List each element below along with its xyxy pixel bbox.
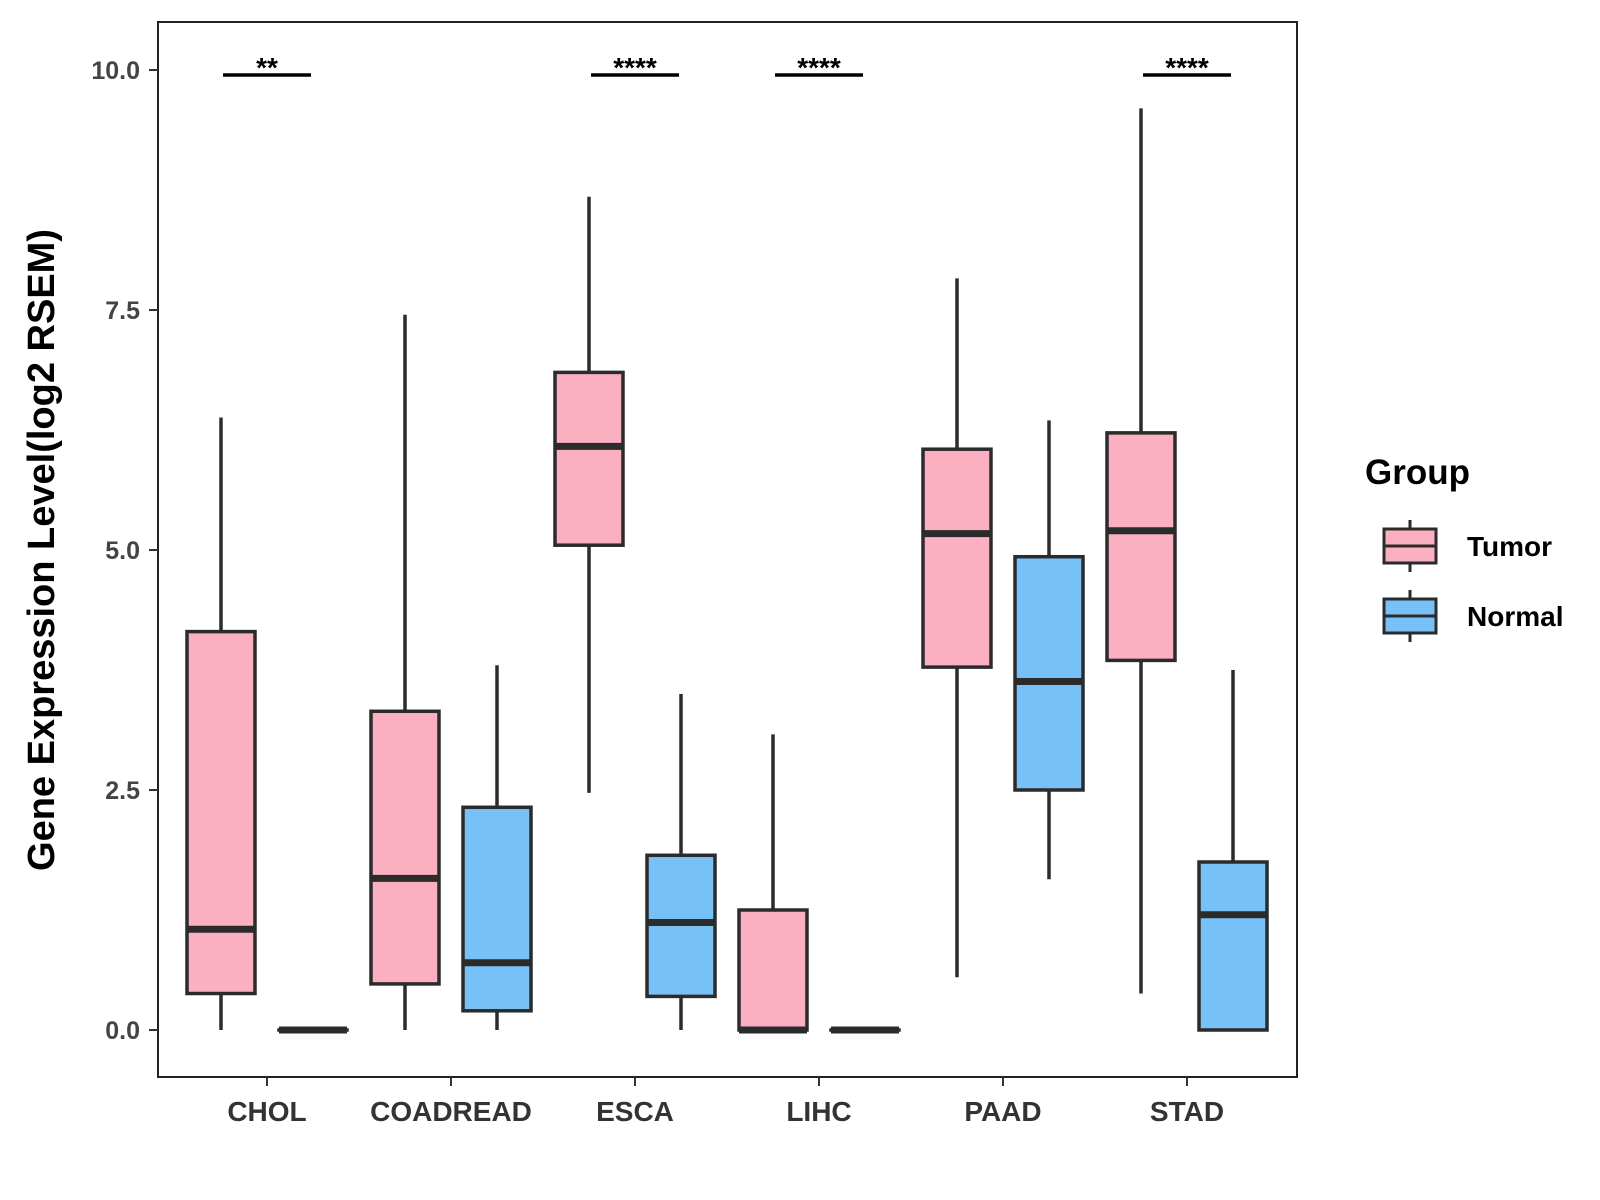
x-tick-label-lihc: LIHC bbox=[786, 1096, 851, 1127]
y-tick-label: 2.5 bbox=[105, 777, 140, 805]
legend-label-normal: Normal bbox=[1467, 601, 1563, 632]
significance-label: ** bbox=[256, 52, 278, 83]
x-tick-label-paad: PAAD bbox=[964, 1096, 1041, 1127]
legend-item-tumor: Tumor bbox=[1382, 520, 1552, 572]
significance-label: **** bbox=[797, 52, 841, 83]
box-body bbox=[1013, 554, 1085, 792]
box-tumor-stad bbox=[1105, 108, 1177, 994]
box-tumor-paad bbox=[921, 278, 993, 978]
x-tick-label-stad: STAD bbox=[1150, 1096, 1224, 1127]
box-body bbox=[1197, 860, 1269, 1032]
box-layer bbox=[185, 108, 1269, 1034]
box-tumor-chol bbox=[185, 417, 257, 1030]
box-body bbox=[1105, 431, 1177, 663]
y-axis-label: Gene Expression Level(log2 RSEM) bbox=[21, 229, 63, 871]
significance-layer: ** **** **** **** bbox=[223, 52, 1231, 83]
box-normal-coadread bbox=[461, 665, 533, 1030]
y-tick-label: 7.5 bbox=[105, 297, 140, 325]
x-tick-label-coadread: COADREAD bbox=[370, 1096, 532, 1127]
box-body bbox=[553, 370, 625, 547]
legend-title: Group bbox=[1365, 453, 1470, 492]
box-normal-paad bbox=[1013, 420, 1085, 880]
legend-item-normal: Normal bbox=[1382, 590, 1563, 642]
x-axis: CHOL COADREAD ESCA LIHC PAAD STAD bbox=[227, 1077, 1224, 1127]
x-tick-label-chol: CHOL bbox=[227, 1096, 306, 1127]
x-tick-label-esca: ESCA bbox=[596, 1096, 674, 1127]
box-tumor-lihc bbox=[737, 734, 809, 1034]
box-body bbox=[185, 629, 257, 996]
y-tick-label: 5.0 bbox=[105, 537, 140, 565]
box-tumor-esca bbox=[553, 196, 625, 793]
box-body bbox=[921, 447, 993, 669]
y-axis: 0.0 2.5 5.0 7.5 10.0 bbox=[91, 57, 158, 1045]
significance-label: **** bbox=[1165, 52, 1209, 83]
box-body bbox=[737, 908, 809, 1032]
box-tumor-coadread bbox=[369, 314, 441, 1030]
box-body bbox=[461, 805, 533, 1013]
legend: Group Tumor Normal bbox=[1365, 453, 1563, 642]
y-tick-label: 10.0 bbox=[91, 57, 140, 85]
box-normal-stad bbox=[1197, 670, 1269, 1032]
legend-label-tumor: Tumor bbox=[1467, 531, 1552, 562]
box-body bbox=[369, 709, 441, 986]
y-tick-label: 0.0 bbox=[105, 1017, 140, 1045]
significance-label: **** bbox=[613, 52, 657, 83]
box-normal-esca bbox=[645, 694, 717, 1030]
